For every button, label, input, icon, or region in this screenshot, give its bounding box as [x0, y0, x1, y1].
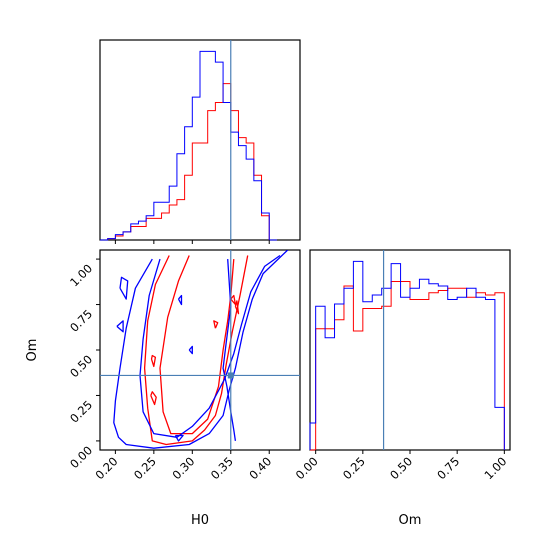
joint-blue-contour	[116, 320, 124, 333]
joint-y-tick-label: 0.75	[67, 307, 95, 335]
joint-red-contour	[150, 354, 157, 368]
om-histogram-x-tick-label: 0.00	[293, 454, 321, 482]
joint-red-contour	[230, 294, 237, 306]
joint-blue-contour	[139, 254, 281, 438]
om-histogram-series	[309, 260, 505, 451]
joint-x-ticks: 0.20 0.25 0.30 0.35 0.40	[92, 450, 274, 482]
joint-blue-contour	[113, 250, 289, 449]
joint-panel: 0.20 0.25 0.30 0.35 0.40 0.00 0.25 0.50 0.75 1.0…	[25, 249, 301, 528]
joint-y-ticks: 0.00 0.25 0.50 0.75 1.00	[67, 258, 100, 471]
joint-contours	[113, 250, 289, 449]
joint-x-tick-label: 0.25	[131, 454, 159, 482]
om-histogram-x-ticks: 0.00 0.25 0.50 0.75 1.00	[293, 450, 509, 482]
h0-histogram-series	[100, 50, 277, 241]
om-histogram-x-tick-label: 1.00	[481, 454, 509, 482]
joint-x-tick-label: 0.35	[208, 454, 236, 482]
h0-histogram-ticks	[114, 240, 270, 244]
om-histogram-x-tick-label: 0.25	[340, 454, 368, 482]
joint-red-contour	[150, 391, 157, 406]
om-histogram-blue-series	[309, 260, 505, 450]
om-histogram-red-series	[310, 281, 505, 451]
joint-blue-contour	[222, 259, 237, 441]
joint-red-contour	[234, 300, 240, 315]
om-histogram-panel: 0.00 0.25 0.50 0.75 1.00 Om	[293, 249, 511, 528]
joint-blue-contour	[188, 345, 193, 355]
h0-histogram-blue-series	[100, 50, 277, 241]
joint-x-tick-label: 0.20	[92, 454, 120, 482]
joint-truth-marker	[227, 372, 234, 379]
joint-y-tick-label: 0.50	[67, 352, 95, 380]
joint-red-contour	[213, 320, 219, 329]
joint-blue-contour	[119, 276, 129, 300]
om-histogram-x-tick-label: 0.75	[434, 454, 462, 482]
joint-frame	[99, 249, 301, 451]
joint-x-tick-label: 0.40	[246, 454, 274, 482]
joint-blue-contour	[174, 434, 184, 442]
om-histogram-frame	[309, 249, 511, 451]
joint-ylabel: Om	[25, 339, 40, 362]
h0-histogram-frame	[99, 39, 301, 241]
joint-xlabel: H0	[191, 513, 209, 528]
joint-y-tick-label: 0.00	[67, 443, 95, 471]
joint-y-tick-label: 1.00	[67, 261, 95, 289]
joint-red-contour	[159, 255, 235, 435]
om-histogram-x-tick-label: 0.50	[387, 454, 415, 482]
joint-y-tick-label: 0.25	[67, 398, 95, 426]
h0-histogram-red-series	[100, 83, 277, 241]
joint-x-tick-label: 0.30	[169, 454, 197, 482]
joint-blue-contour	[177, 294, 183, 306]
h0-histogram-panel	[99, 39, 301, 244]
om-histogram-xlabel: Om	[399, 513, 422, 528]
